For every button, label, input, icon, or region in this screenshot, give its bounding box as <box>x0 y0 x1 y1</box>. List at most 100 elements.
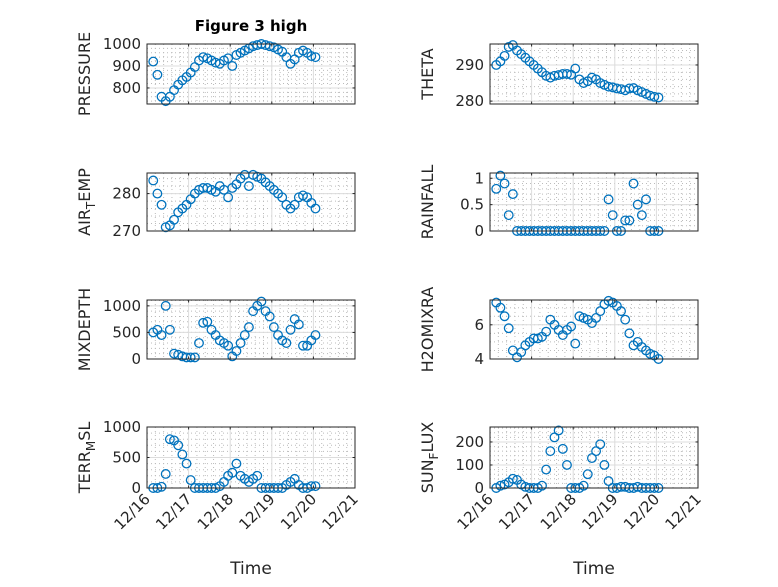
subplot-pressure: 800 900 1000 PRESSURE <box>75 32 356 116</box>
y-tick-label: 500 <box>112 449 141 467</box>
y-tick-label: 1 <box>474 169 484 187</box>
data-point <box>499 50 510 61</box>
y-tick-label: 900 <box>112 57 141 75</box>
data-point <box>223 53 234 64</box>
data-point <box>189 352 200 363</box>
y-axis-label: MIXDEPTH <box>75 288 94 371</box>
data-point <box>231 458 242 469</box>
y-tick-label: 0.5 <box>460 196 484 214</box>
data-point <box>156 199 167 210</box>
subplot-h2omixra: 4 6 H2OMIXRA <box>418 287 699 373</box>
data-point <box>620 215 631 226</box>
data-point <box>499 311 510 322</box>
data-point <box>310 481 321 492</box>
y-axis-label: H2OMIXRA <box>418 287 437 373</box>
data-point <box>152 69 163 80</box>
data-point <box>310 203 321 214</box>
y-axis-label: SUNFLUX <box>418 422 441 494</box>
x-tick-label: 12/19 <box>578 490 621 533</box>
data-point <box>281 338 292 349</box>
x-tick-label: 12/17 <box>152 490 195 533</box>
data-point <box>616 306 626 317</box>
y-tick-label: 0 <box>474 479 484 497</box>
data-point <box>173 440 184 451</box>
data-point <box>277 192 288 203</box>
data-point <box>491 183 502 194</box>
data-point <box>495 302 506 313</box>
y-tick-label: 800 <box>112 79 141 97</box>
axes-box <box>489 43 699 105</box>
data-point <box>256 296 267 307</box>
data-point <box>198 317 209 328</box>
axes-background <box>147 44 355 104</box>
y-tick-label: 100 <box>455 456 484 474</box>
subplot-terr-msl: 05001000TERRMSL12/1612/1712/1812/1912/20… <box>75 418 362 533</box>
data-point <box>152 188 163 199</box>
data-point <box>562 460 572 470</box>
data-point <box>181 458 192 469</box>
data-point <box>620 314 631 325</box>
data-point <box>202 316 213 327</box>
data-point <box>239 330 250 341</box>
data-point <box>252 470 263 481</box>
x-tick-label: 12/18 <box>194 490 237 533</box>
y-axis-label: TERRMSL <box>75 422 98 495</box>
y-tick-label: 0 <box>474 222 484 240</box>
axes-background <box>147 300 355 359</box>
data-point <box>198 52 209 63</box>
data-point <box>310 330 321 341</box>
y-tick-label: 200 <box>455 433 484 451</box>
data-point <box>306 51 317 62</box>
axes-box <box>146 43 356 105</box>
data-point <box>570 338 581 349</box>
y-tick-label: 4 <box>474 350 484 368</box>
x-tick-label: 12/21 <box>319 490 362 533</box>
axes-box <box>489 426 699 489</box>
data-point <box>653 92 664 103</box>
data-point <box>231 346 242 356</box>
x-axis-label-left: Time <box>229 559 272 579</box>
subplot-theta: 280 290 THETA <box>418 40 699 110</box>
data-point <box>185 475 196 486</box>
x-tick-label: 12/18 <box>537 490 580 533</box>
x-tick-label: 12/21 <box>662 490 705 533</box>
data-point <box>541 326 552 337</box>
data-point <box>223 340 234 351</box>
data-point <box>545 446 556 457</box>
x-tick-label: 12/17 <box>495 490 538 533</box>
data-point <box>298 340 308 351</box>
data-point <box>310 52 321 63</box>
data-point <box>566 321 577 332</box>
data-point <box>624 328 635 339</box>
y-tick-label: 500 <box>112 323 141 341</box>
data-point <box>495 170 506 181</box>
data-point <box>306 481 317 492</box>
figure-title: Figure 3 high <box>195 17 308 35</box>
subplot-sun-flux: 0100200SUNFLUX12/1612/1712/1812/1912/201… <box>418 422 705 534</box>
data-point <box>624 215 635 226</box>
data-point <box>223 192 234 203</box>
y-axis-label: RAINFALL <box>418 165 437 240</box>
x-tick-label: 12/20 <box>620 490 663 533</box>
data-point <box>507 473 518 484</box>
data-point <box>595 439 606 450</box>
subplot-rainfall: 0 0.5 1 RAINFALL <box>418 165 699 240</box>
y-tick-label: 6 <box>474 316 484 334</box>
x-tick-label: 12/20 <box>277 490 320 533</box>
data-point <box>243 322 254 333</box>
y-tick-label: 280 <box>112 185 141 203</box>
data-point <box>599 460 610 470</box>
axes-box <box>146 299 356 360</box>
x-tick-label: 12/19 <box>235 490 278 533</box>
data-point <box>148 175 159 186</box>
data-point <box>285 324 296 335</box>
data-point <box>289 199 300 210</box>
data-point <box>503 323 514 334</box>
data-point <box>503 210 514 221</box>
axes-box <box>489 172 699 232</box>
data-point <box>537 480 547 491</box>
data-point <box>160 469 171 479</box>
axes-background <box>490 173 698 231</box>
data-point <box>649 91 660 102</box>
